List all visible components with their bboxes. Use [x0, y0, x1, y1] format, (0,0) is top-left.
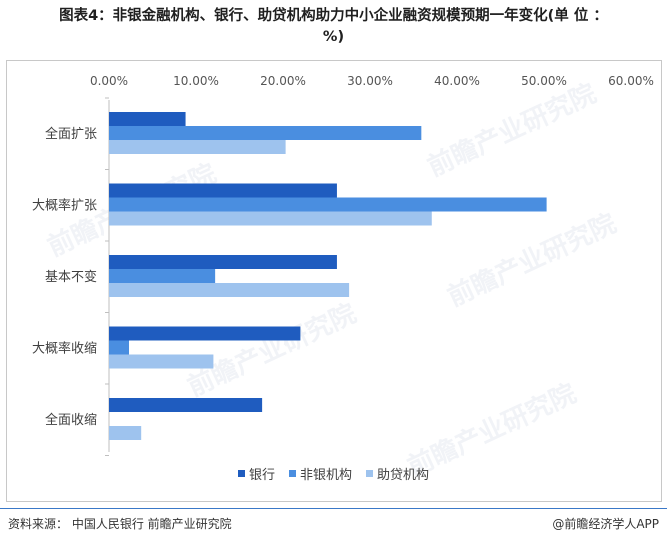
bar — [109, 340, 130, 355]
bar — [109, 183, 337, 198]
category-label: 全面收缩 — [45, 412, 97, 428]
bar — [109, 140, 286, 154]
bar — [109, 426, 142, 440]
footer-divider — [0, 508, 667, 509]
x-tick-label: 10.00% — [173, 74, 219, 88]
bar — [109, 112, 186, 126]
bar — [109, 326, 301, 341]
category-label: 大概率收缩 — [32, 341, 97, 357]
chart-title-line1: 图表4：非银金融机构、银行、助贷机构助力中小企业融资规模预期一年变化(单 位 ： — [59, 8, 608, 24]
bar — [109, 126, 422, 140]
legend-label: 非银机构 — [299, 468, 352, 483]
x-tick-label: 30.00% — [347, 74, 393, 88]
bar — [109, 354, 214, 369]
bar — [109, 197, 547, 212]
legend-swatch — [366, 470, 373, 477]
bar — [109, 211, 432, 226]
bar — [109, 269, 216, 283]
legend-label: 银行 — [248, 468, 275, 483]
legend-item: 银行 — [237, 464, 275, 483]
category-label: 全面扩张 — [45, 126, 97, 142]
x-tick-label: 20.00% — [260, 74, 306, 88]
x-tick-label: 40.00% — [434, 74, 480, 88]
category-label: 大概率扩张 — [32, 198, 97, 214]
chart-title: 图表4：非银金融机构、银行、助贷机构助力中小企业融资规模预期一年变化(单 位 ：… — [0, 6, 667, 48]
x-tick-label: 60.00% — [608, 74, 654, 88]
bar — [109, 283, 350, 297]
category-label: 基本不变 — [45, 269, 97, 285]
legend-item: 非银机构 — [288, 464, 352, 483]
x-tick-label: 0.00% — [90, 74, 128, 88]
chart-title-line2: %) — [322, 29, 345, 45]
legend-swatch — [288, 470, 296, 477]
legend-item: 助贷机构 — [366, 464, 429, 483]
chart-legend: 银行 非银机构 助贷机构 — [0, 464, 667, 483]
legend-label: 助贷机构 — [377, 468, 430, 483]
bar — [109, 398, 263, 412]
x-tick-label: 50.00% — [521, 74, 567, 88]
legend-swatch — [237, 470, 245, 477]
source-note: 资料来源： 中国人民银行 前瞻产业研究院 — [8, 517, 232, 531]
bar — [109, 255, 337, 269]
brand-credit: @前瞻经济学人APP — [552, 517, 659, 531]
